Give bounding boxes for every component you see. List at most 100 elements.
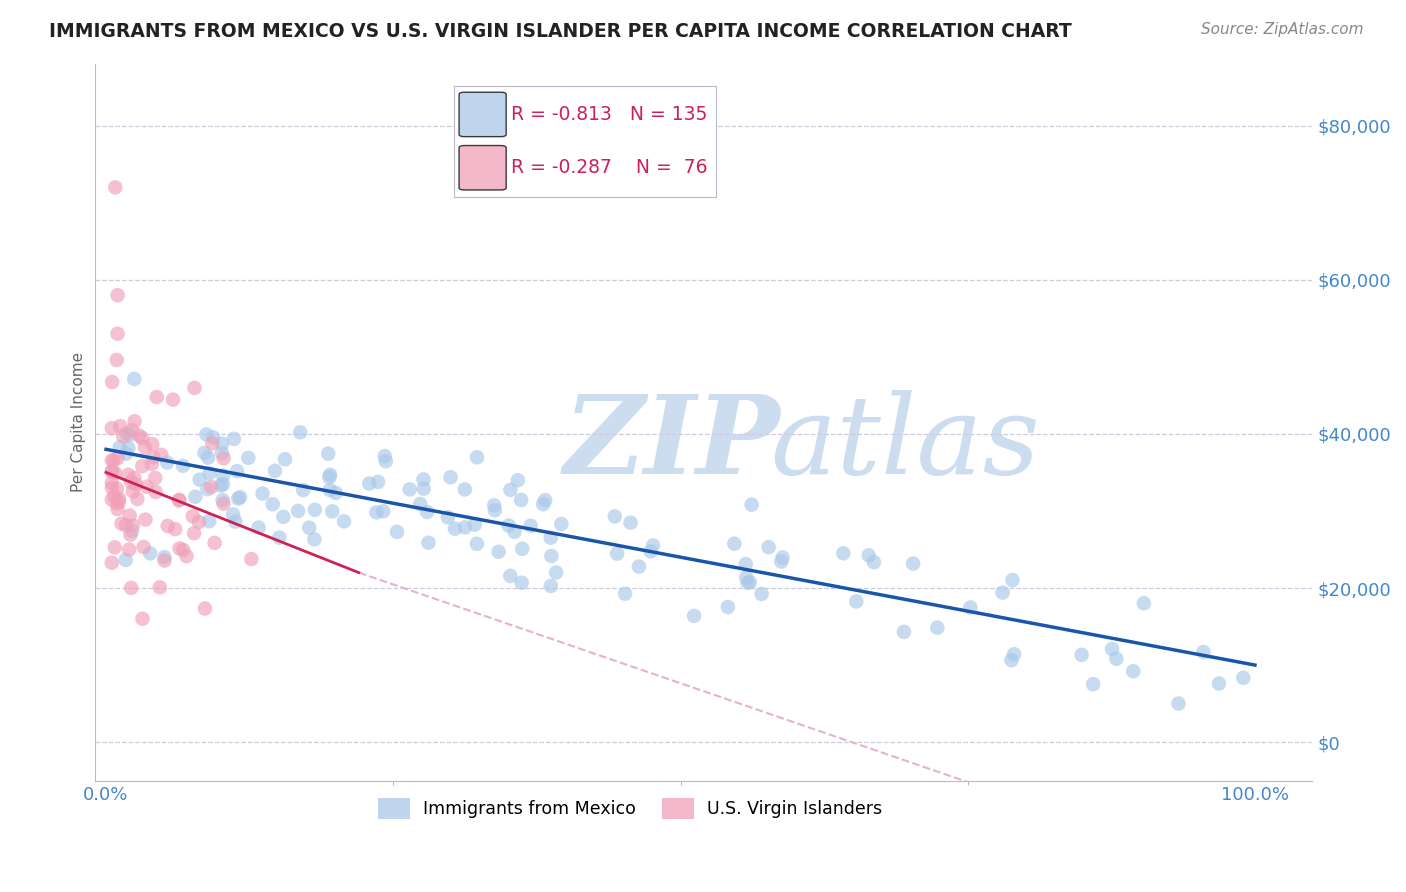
Point [325,486,347,500]
Point [247,520,270,534]
Point [510,575,533,590]
Point [202,430,225,444]
Point [150,448,173,462]
Point [145,484,167,499]
Point [212,497,235,511]
Point [367,475,389,489]
Point [121,423,143,437]
Point [863,555,886,569]
Point [683,608,706,623]
Point [738,575,761,590]
Point [193,446,215,460]
Point [1192,645,1215,659]
Point [534,493,557,508]
Text: IMMIGRANTS FROM MEXICO VS U.S. VIRGIN ISLANDER PER CAPITA INCOME CORRELATION CHA: IMMIGRANTS FROM MEXICO VS U.S. VIRGIN IS… [49,22,1071,41]
Point [240,552,263,566]
Point [858,549,880,563]
Point [737,575,759,590]
Point [131,431,153,445]
Point [128,428,150,442]
Point [893,624,915,639]
Point [120,581,142,595]
Text: atlas: atlas [770,390,1040,498]
Point [101,556,124,570]
Point [118,508,141,523]
Point [292,483,315,497]
Point [188,473,211,487]
Point [108,491,131,506]
Point [454,520,477,534]
Point [1000,653,1022,667]
Point [195,427,218,442]
Point [134,440,156,454]
Point [226,491,249,506]
Point [741,498,763,512]
Point [333,514,356,528]
Point [197,482,219,496]
Point [120,475,142,489]
Point [172,542,194,557]
Point [845,594,868,608]
Point [498,518,520,533]
Point [107,502,129,516]
Point [464,517,486,532]
Point [366,505,388,519]
Point [211,437,233,451]
Point [1001,573,1024,587]
Point [488,545,510,559]
Point [124,414,146,428]
Point [444,522,467,536]
Point [198,514,221,528]
Point [717,599,740,614]
Point [318,470,340,484]
Point [734,557,756,571]
Point [412,473,434,487]
Point [108,494,131,508]
Point [298,521,321,535]
Point [169,541,191,556]
Point [115,426,138,441]
Point [439,470,461,484]
Point [194,601,217,615]
Point [142,450,165,465]
Point [156,455,179,469]
Point [316,447,339,461]
Point [1122,664,1144,678]
Point [105,482,128,496]
Point [117,441,139,455]
Point [503,524,526,539]
Point [531,497,554,511]
Point [374,449,396,463]
Point [271,509,294,524]
Point [465,537,488,551]
Point [499,483,522,497]
Point [540,549,562,563]
Point [183,526,205,541]
Point [606,547,628,561]
Point [200,480,222,494]
Point [101,464,124,478]
Point [482,498,505,512]
Point [104,466,127,480]
Point [735,570,758,584]
Point [181,509,204,524]
Point [619,516,641,530]
Point [540,531,562,545]
Point [222,508,245,522]
Point [183,381,205,395]
Point [184,490,207,504]
Text: Source: ZipAtlas.com: Source: ZipAtlas.com [1201,22,1364,37]
Point [112,429,135,443]
Point [212,477,235,491]
Point [499,569,522,583]
Point [153,550,176,565]
Point [141,457,163,471]
Point [772,550,794,565]
Point [134,512,156,526]
Point [319,483,342,497]
Point [107,451,129,466]
Point [103,489,125,503]
Point [437,510,460,524]
Point [418,535,440,549]
Point [274,452,297,467]
